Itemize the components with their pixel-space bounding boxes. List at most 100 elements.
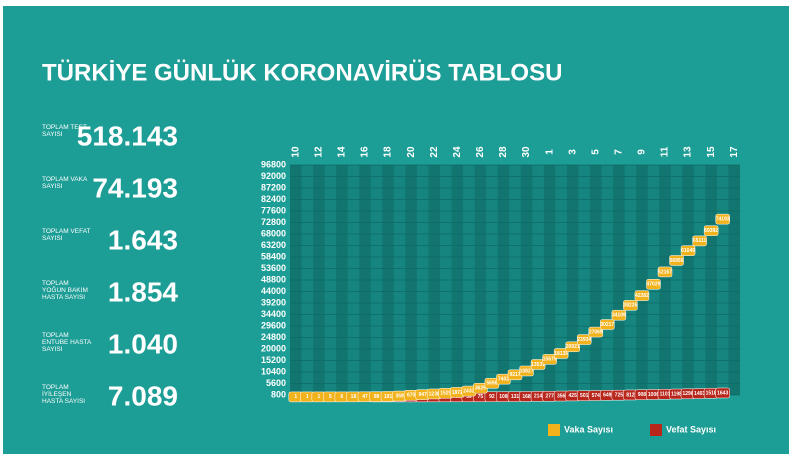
- x-tick-label: 7: [613, 149, 624, 155]
- stat-label-box: TOPLAM VAKA SAYISI: [42, 176, 87, 190]
- y-tick-label: 77600: [261, 205, 286, 215]
- data-label: 15679: [543, 357, 557, 363]
- data-label: 69392: [704, 228, 718, 234]
- y-tick-label: 87200: [261, 182, 286, 192]
- x-tick-label: 1: [544, 149, 555, 155]
- data-label: 47029: [647, 282, 661, 288]
- x-tick-label: 22: [429, 146, 440, 158]
- x-tick-label: 15: [706, 146, 717, 158]
- data-label: 1: [294, 394, 297, 400]
- data-label: 3629: [475, 386, 486, 392]
- data-label: 5698: [486, 381, 497, 387]
- stat-label: TOPLAM İYİLEŞEN HASTA SAYISI: [42, 384, 86, 405]
- data-label: 1006: [648, 392, 659, 398]
- x-tick-label: 9: [637, 149, 648, 155]
- data-label: 30217: [600, 322, 614, 328]
- y-tick-label: 72800: [261, 217, 286, 227]
- data-box: [565, 341, 580, 353]
- data-box: [576, 334, 592, 345]
- data-box: [715, 387, 730, 399]
- y-tick-label: 96800: [261, 159, 286, 169]
- y-tick-label: 92000: [261, 171, 286, 181]
- data-box: [611, 309, 627, 321]
- x-tick-label: 30: [521, 146, 532, 158]
- data-label: 38226: [623, 303, 637, 309]
- data-label: 1236: [429, 391, 440, 397]
- data-label: 1643: [717, 390, 728, 396]
- x-tick-label: 10: [290, 146, 301, 158]
- data-label: 947: [419, 392, 428, 398]
- stat-value: 1.854: [108, 276, 178, 307]
- data-label: 2433: [463, 388, 474, 394]
- data-box: [646, 278, 661, 290]
- data-box: [542, 354, 557, 365]
- legend-swatch: [548, 424, 560, 436]
- data-box: [703, 225, 719, 236]
- data-label: 47: [362, 394, 368, 400]
- data-box: [600, 319, 615, 330]
- data-label: 20921: [566, 344, 580, 350]
- stat-value: 7.089: [108, 380, 178, 411]
- stat-label-box: TOPLAM TEST SAYISI: [42, 124, 87, 138]
- data-label: 9217: [509, 372, 520, 378]
- x-tick-label: 17: [729, 146, 740, 158]
- legend-label: Vefat Sayısı: [666, 424, 716, 434]
- y-tick-label: 5600: [266, 378, 286, 388]
- x-tick-label: 24: [452, 146, 463, 158]
- data-label: 1403: [694, 391, 705, 397]
- legend-label: Vaka Sayısı: [564, 424, 613, 434]
- stat-label-box: TOPLAM İYİLEŞEN HASTA SAYISI: [42, 384, 86, 405]
- data-label: 42282: [635, 293, 649, 299]
- data-label: 7402: [498, 377, 509, 383]
- y-tick-label: 34400: [261, 309, 286, 319]
- x-tick-label: 3: [567, 149, 578, 155]
- data-box: [692, 235, 707, 247]
- data-label: 501: [580, 393, 589, 399]
- data-label: 1872: [452, 390, 463, 396]
- data-box: [669, 255, 684, 266]
- data-box: [715, 213, 730, 225]
- y-tick-label: 800: [271, 389, 286, 399]
- data-label: 131: [511, 394, 520, 400]
- data-label: 1518: [706, 391, 717, 397]
- stat-label: TOPLAM VEFAT SAYISI: [42, 228, 91, 242]
- data-label: 108: [499, 394, 508, 400]
- data-label: 1529: [440, 391, 451, 397]
- y-tick-label: 48800: [261, 274, 286, 284]
- data-label: 18: [351, 394, 357, 400]
- stat-value: 1.040: [108, 328, 178, 359]
- data-label: 13531: [531, 362, 545, 368]
- y-tick-label: 53600: [261, 263, 286, 273]
- stat-label: TOPLAM TEST SAYISI: [42, 124, 87, 138]
- x-tick-label: 16: [360, 146, 371, 158]
- data-label: 92: [489, 394, 495, 400]
- data-label: 75: [478, 394, 484, 400]
- y-tick-label: 82400: [261, 194, 286, 204]
- data-label: 1: [306, 394, 309, 400]
- data-label: 1296: [683, 391, 694, 397]
- data-label: 65111: [693, 238, 707, 244]
- data-box: [634, 290, 650, 301]
- data-box: [519, 365, 534, 377]
- title: TÜRKİYE GÜNLÜK KORONAVİRÜS TABLOSU: [42, 59, 562, 86]
- data-box: [657, 266, 673, 278]
- data-label: 10827: [520, 368, 534, 374]
- series: 1 1 1 5 6 18 47 98 191 359 670 947 1236 1529 1872 2433 3…: [288, 213, 730, 403]
- data-label: 56956: [670, 258, 684, 264]
- x-tick-label: 11: [660, 146, 671, 157]
- y-tick-label: 10400: [261, 366, 286, 376]
- data-label: 1: [317, 394, 320, 400]
- stat-label: TOPLAM ENTUBE HASTA SAYISI: [42, 332, 92, 353]
- data-label: 6: [341, 394, 344, 400]
- data-box: [623, 300, 638, 311]
- data-label: 574: [592, 393, 601, 399]
- y-tick-label: 24800: [261, 332, 286, 342]
- data-label: 1101: [660, 392, 671, 398]
- data-box: [680, 245, 696, 256]
- x-tick-label: 14: [337, 146, 348, 158]
- y-tick-label: 68000: [261, 228, 286, 238]
- stat-label-box: TOPLAM YOĞUN BAKIM HASTA SAYISI: [42, 280, 88, 301]
- stat-value: 74.193: [92, 172, 178, 203]
